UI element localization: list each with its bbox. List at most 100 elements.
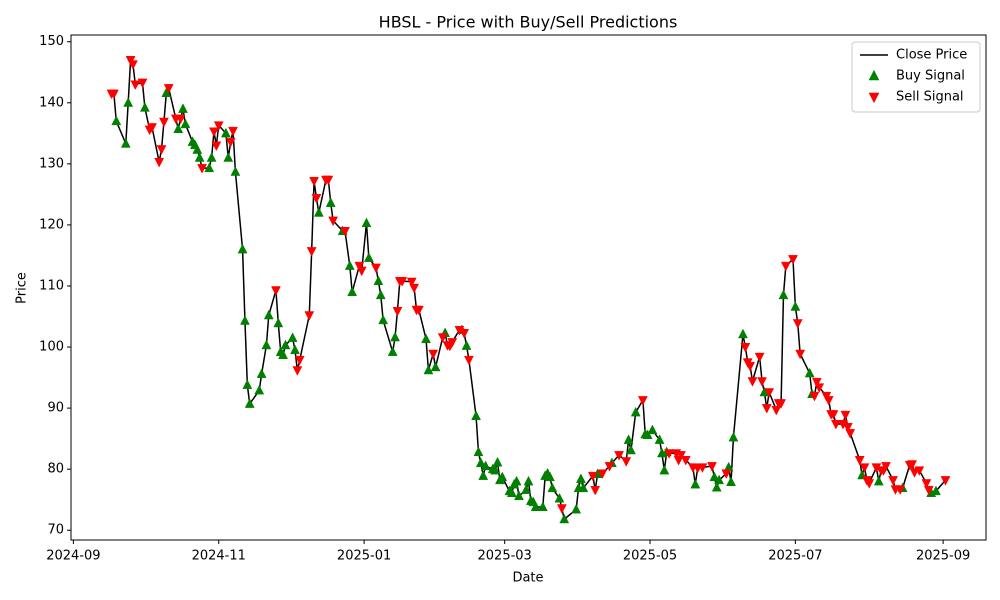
buy-marker xyxy=(313,207,324,217)
sell-marker xyxy=(621,457,632,467)
sell-marker xyxy=(895,485,906,495)
sell-marker xyxy=(406,277,417,288)
buy-marker xyxy=(430,361,441,372)
buy-marker xyxy=(492,456,503,467)
buy-marker xyxy=(475,457,486,468)
legend-swatch xyxy=(868,69,880,81)
sell-marker xyxy=(597,469,608,479)
buy-marker xyxy=(273,317,284,328)
buy-marker xyxy=(363,252,374,262)
buy-marker xyxy=(654,434,665,444)
buy-marker xyxy=(373,275,384,286)
sell-marker xyxy=(921,479,932,489)
sell-marker xyxy=(447,338,458,348)
buy-marker xyxy=(473,446,484,457)
sell-marker xyxy=(128,60,138,70)
x-tick-label: 2024-11 xyxy=(192,549,246,564)
sell-marker xyxy=(914,466,925,476)
buy-marker xyxy=(738,328,748,339)
buy-marker xyxy=(375,289,386,300)
x-tick-label: 2024-09 xyxy=(46,549,100,564)
sell-marker xyxy=(757,377,767,387)
buy-marker xyxy=(690,478,701,489)
sell-marker xyxy=(340,227,350,237)
buy-marker xyxy=(290,344,300,355)
sell-marker xyxy=(413,305,424,316)
sell-marker xyxy=(811,377,822,388)
buy-marker xyxy=(778,289,789,300)
buy-marker xyxy=(192,144,203,154)
sell-marker xyxy=(108,89,119,100)
buy-marker xyxy=(378,314,389,325)
buy-marker xyxy=(180,118,191,129)
buy-marker xyxy=(659,464,670,475)
sell-marker xyxy=(788,255,798,265)
sell-marker xyxy=(464,355,474,366)
y-tick-label: 150 xyxy=(39,34,64,49)
sell-marker xyxy=(771,405,782,416)
sell-marker xyxy=(830,419,841,430)
y-tick-label: 80 xyxy=(47,462,64,477)
sell-marker xyxy=(840,410,851,421)
buy-marker xyxy=(421,333,431,344)
buy-marker xyxy=(537,501,548,512)
sell-marker xyxy=(697,463,708,473)
buy-marker xyxy=(873,475,884,486)
buy-marker xyxy=(523,475,534,486)
sell-marker xyxy=(907,460,918,470)
buy-marker xyxy=(559,513,570,524)
sell-marker xyxy=(845,429,856,439)
sell-marker xyxy=(676,451,686,461)
sell-marker xyxy=(197,164,207,174)
sell-marker xyxy=(437,333,448,343)
sell-marker xyxy=(156,145,167,155)
sell-marker xyxy=(328,216,339,227)
buy-marker xyxy=(626,444,636,455)
sell-marker xyxy=(147,123,157,133)
buy-marker xyxy=(256,368,267,378)
buy-marker xyxy=(223,152,234,162)
sell-marker xyxy=(707,462,717,472)
buy-marker xyxy=(790,301,801,311)
sell-marker xyxy=(309,176,319,187)
sell-marker xyxy=(409,283,420,294)
buy-marker xyxy=(490,464,501,475)
buy-marker xyxy=(728,431,739,442)
legend-swatch xyxy=(868,92,880,104)
buy-marker xyxy=(478,470,489,480)
sell-marker xyxy=(795,349,806,360)
buy-marker xyxy=(578,482,589,493)
sell-marker xyxy=(680,456,691,466)
sell-marker xyxy=(747,377,758,387)
buy-marker xyxy=(630,406,641,417)
buy-marker xyxy=(280,339,291,350)
sell-marker xyxy=(459,328,470,339)
buy-marker xyxy=(287,332,298,342)
legend-label: Close Price xyxy=(896,48,967,63)
sell-marker xyxy=(590,485,601,496)
buy-marker xyxy=(387,346,398,356)
sell-marker xyxy=(323,175,334,186)
axes-frame xyxy=(70,34,987,541)
sell-marker xyxy=(271,286,281,296)
x-tick-label: 2025-01 xyxy=(337,549,391,564)
buy-marker xyxy=(139,102,150,112)
sell-marker xyxy=(587,471,598,482)
sell-marker xyxy=(356,266,367,277)
sell-marker xyxy=(792,319,803,329)
buy-marker xyxy=(173,123,184,134)
buy-marker xyxy=(709,471,720,482)
buy-marker xyxy=(261,339,272,350)
buy-marker xyxy=(647,424,658,435)
buy-marker xyxy=(220,127,231,138)
sell-marker xyxy=(814,383,825,393)
buy-marker xyxy=(204,162,215,173)
x-tick-label: 2025-07 xyxy=(768,549,822,564)
legend-box xyxy=(851,41,981,113)
legend-label: Buy Signal xyxy=(896,69,965,84)
buy-marker xyxy=(623,434,634,444)
sell-marker xyxy=(354,261,365,272)
sell-marker xyxy=(923,485,934,496)
